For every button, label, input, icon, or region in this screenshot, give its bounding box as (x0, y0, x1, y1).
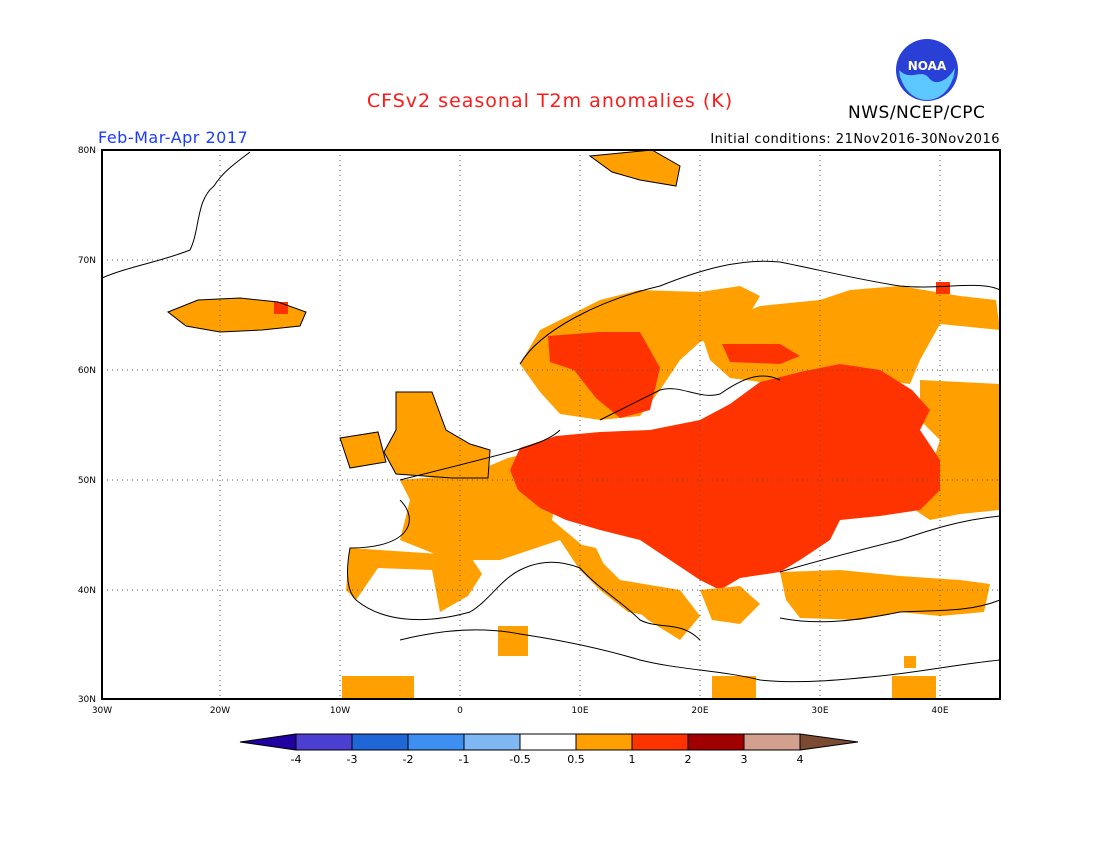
map-frame (101, 149, 1001, 700)
colorbar-tick-label: 4 (797, 753, 804, 766)
anomaly-svalbard (590, 150, 680, 186)
colorbar-labels: -4 -3 -2 -1 -0.5 0.5 1 2 3 4 (291, 753, 804, 766)
anomaly-western-europe (400, 450, 700, 640)
lon-label: 20W (210, 706, 230, 716)
lon-label: 0 (457, 706, 463, 716)
colorbar-tick-label: 3 (741, 753, 748, 766)
anomaly-levant (904, 656, 916, 668)
lat-label: 60N (78, 366, 96, 376)
colorbar-tick-label: -2 (403, 753, 414, 766)
lat-label: 40N (78, 586, 96, 596)
lon-label: 20E (691, 706, 708, 716)
colorbar-tick-label: 2 (685, 753, 692, 766)
lat-label: 80N (78, 146, 96, 156)
anomaly-balkans (700, 586, 760, 624)
anomaly-iberia (346, 548, 482, 612)
colorbar-bin (631, 733, 689, 751)
colorbar-tick-label: -1 (459, 753, 470, 766)
lat-label: 50N (78, 476, 96, 486)
colorbar-tick-label: -3 (347, 753, 358, 766)
anomaly-uk (384, 392, 490, 478)
colorbar-bin (407, 733, 465, 751)
anomaly-scandinavia-red (548, 332, 660, 418)
lat-label: 30N (78, 695, 96, 705)
coastlines (101, 149, 1001, 683)
lon-label: 10W (330, 706, 350, 716)
lon-label: 10E (571, 706, 588, 716)
anomaly-algeria (498, 626, 528, 656)
anomaly-core-red (510, 364, 940, 590)
lon-axis: 30W 20W 10W 0 10E 20E 30E 40E (92, 706, 949, 716)
anomaly-ireland (340, 432, 386, 468)
agency-label: NWS/NCEP/CPC (848, 103, 986, 123)
colorbar-bin (743, 733, 801, 751)
anomaly-iceland (168, 298, 306, 332)
colorbar-bin (575, 733, 633, 751)
anomaly-turkey (780, 570, 990, 620)
colorbar-bin (351, 733, 409, 751)
lon-label: 30E (811, 706, 828, 716)
anomaly-finland-red (722, 344, 800, 364)
anomaly-field (168, 150, 1000, 699)
anomaly-morocco (342, 676, 414, 699)
colorbar-bin (687, 733, 745, 751)
lon-label: 30W (92, 706, 112, 716)
anomaly-libya (712, 676, 756, 699)
noaa-logo-icon: NOAA (896, 39, 958, 101)
initial-conditions: Initial conditions: 21Nov2016-30Nov2016 (710, 132, 1000, 147)
lon-label: 40E (931, 706, 948, 716)
map-title: CFSv2 seasonal T2m anomalies (K) (366, 90, 734, 112)
lat-axis: 80N 70N 60N 50N 40N 30N (78, 146, 96, 705)
logo-lettering: NOAA (908, 59, 947, 73)
anomaly-italy (560, 540, 650, 616)
colorbar-tick-label: -4 (291, 753, 302, 766)
colorbar-tick-label: 0.5 (567, 753, 585, 766)
colorbar-bin (519, 733, 577, 751)
lat-label: 70N (78, 256, 96, 266)
anomaly-mideast (892, 676, 936, 699)
colorbar-tick-label: -0.5 (509, 753, 530, 766)
colorbar (239, 733, 859, 751)
colorbar-arrow-low (239, 733, 297, 751)
colorbar-tick-label: 1 (629, 753, 636, 766)
colorbar-arrow-high (799, 733, 859, 751)
anomaly-kola-red (936, 282, 950, 294)
anomaly-iceland-hot (274, 302, 288, 314)
forecast-period: Feb-Mar-Apr 2017 (98, 128, 249, 147)
colorbar-bin (295, 733, 353, 751)
colorbar-bin (463, 733, 521, 751)
